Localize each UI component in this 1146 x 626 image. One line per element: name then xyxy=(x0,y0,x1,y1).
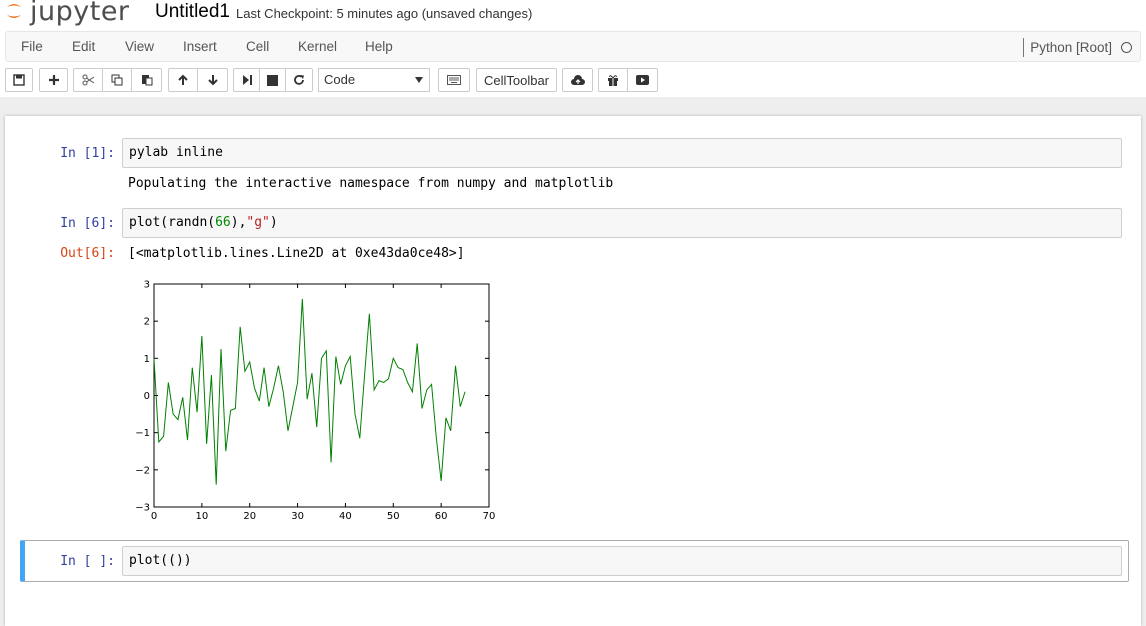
x-tick-label: 70 xyxy=(483,511,496,522)
menu-cell[interactable]: Cell xyxy=(246,39,270,54)
gift-button[interactable] xyxy=(598,68,628,92)
code-input[interactable]: pylab inline xyxy=(122,138,1122,168)
jupyter-swirl-icon xyxy=(7,4,21,18)
restart-kernel-button[interactable] xyxy=(285,68,313,92)
code-token: ) xyxy=(269,215,278,230)
x-tick-label: 10 xyxy=(195,511,208,522)
kernel-idle-icon xyxy=(1121,42,1132,53)
y-tick-label: −1 xyxy=(135,428,150,439)
header: jupyter Untitled1 Last Checkpoint: 5 min… xyxy=(0,0,1146,97)
menu-file[interactable]: File xyxy=(21,39,43,54)
output-stream: Populating the interactive namespace fro… xyxy=(128,176,614,191)
menu-insert[interactable]: Insert xyxy=(183,39,217,54)
code-token: plot(randn( xyxy=(129,215,216,230)
x-tick-label: 30 xyxy=(291,511,304,522)
arrow-down-icon xyxy=(207,75,218,86)
slideshow-button[interactable] xyxy=(627,68,658,92)
y-tick-label: 2 xyxy=(144,317,150,328)
insert-cell-button[interactable] xyxy=(39,68,68,92)
save-icon xyxy=(13,74,25,86)
x-tick-label: 20 xyxy=(243,511,256,522)
cut-icon xyxy=(82,74,94,86)
plus-icon xyxy=(48,75,59,85)
stop-icon xyxy=(267,74,278,86)
selected-cell[interactable] xyxy=(20,540,1129,582)
refresh-icon xyxy=(294,75,304,85)
copy-button[interactable] xyxy=(102,68,132,92)
kernel-separator xyxy=(1023,38,1025,57)
input-prompt: In [ ]: xyxy=(60,554,115,569)
x-tick-label: 60 xyxy=(435,511,448,522)
run-cell-button[interactable] xyxy=(233,68,260,92)
gift-icon xyxy=(608,75,618,86)
kernel-indicator[interactable]: Python [Root] xyxy=(1023,38,1132,57)
cut-button[interactable] xyxy=(73,68,103,92)
command-palette-button[interactable] xyxy=(438,68,470,92)
y-tick-label: 3 xyxy=(144,280,150,291)
code-input[interactable]: plot(randn(66),"g") xyxy=(122,208,1122,238)
cloud-upload-icon xyxy=(570,74,585,85)
code-text: pylab inline xyxy=(129,145,223,160)
y-tick-label: 0 xyxy=(144,391,150,402)
paste-button[interactable] xyxy=(131,68,162,92)
y-tick-label: −3 xyxy=(135,503,150,514)
menu-edit[interactable]: Edit xyxy=(72,39,96,54)
celltoolbar-button[interactable]: CellToolbar xyxy=(476,68,557,92)
celltoolbar-label: CellToolbar xyxy=(483,72,550,88)
input-prompt: In [1]: xyxy=(60,146,115,161)
output-result: [<matplotlib.lines.Line2D at 0xe43da0ce4… xyxy=(128,246,465,261)
code-number: 66 xyxy=(215,215,231,230)
kernel-name: Python [Root] xyxy=(1030,40,1112,55)
output-prompt: Out[6]: xyxy=(60,246,115,261)
cell-type-value: Code xyxy=(324,72,356,87)
presentation-icon xyxy=(636,75,649,85)
keyboard-icon xyxy=(447,75,461,85)
menubar: File Edit View Insert Cell Kernel Help P… xyxy=(5,31,1141,62)
copy-icon xyxy=(111,74,123,86)
menu-help[interactable]: Help xyxy=(365,39,393,54)
x-tick-label: 40 xyxy=(339,511,352,522)
code-input[interactable]: plot(()) xyxy=(122,546,1122,576)
move-down-button[interactable] xyxy=(197,68,228,92)
step-forward-icon xyxy=(242,75,252,85)
logo-text: jupyter xyxy=(30,0,130,27)
interrupt-kernel-button[interactable] xyxy=(259,68,286,92)
menu-kernel[interactable]: Kernel xyxy=(298,39,338,54)
x-tick-label: 0 xyxy=(151,511,157,522)
checkpoint-status: Last Checkpoint: 5 minutes ago (unsaved … xyxy=(236,6,533,21)
move-up-button[interactable] xyxy=(168,68,198,92)
chevron-down-icon xyxy=(415,77,423,83)
y-tick-label: −2 xyxy=(135,465,150,476)
menu-view[interactable]: View xyxy=(125,39,155,54)
code-text: plot(()) xyxy=(129,553,192,568)
paste-icon xyxy=(141,75,152,86)
save-button[interactable] xyxy=(5,68,33,92)
upload-button[interactable] xyxy=(562,68,593,92)
y-tick-label: 1 xyxy=(144,354,150,365)
x-tick-label: 50 xyxy=(387,511,400,522)
code-string: "g" xyxy=(246,215,270,230)
input-prompt: In [6]: xyxy=(60,216,115,231)
cell-type-select[interactable]: Code xyxy=(318,68,430,92)
jupyter-logo[interactable]: jupyter xyxy=(4,0,130,27)
series-line xyxy=(153,298,466,485)
code-token: ), xyxy=(230,215,247,230)
arrow-up-icon xyxy=(178,74,188,85)
notebook-name[interactable]: Untitled1 xyxy=(155,1,230,22)
